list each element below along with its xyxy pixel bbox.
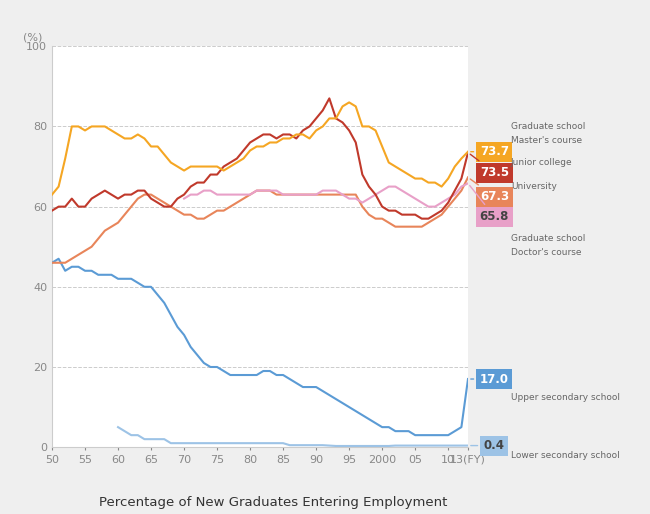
Text: Upper secondary school: Upper secondary school: [511, 393, 620, 401]
Text: 67.3: 67.3: [470, 179, 509, 203]
Text: (%): (%): [23, 32, 42, 42]
Text: University: University: [511, 182, 557, 191]
Text: Percentage of New Graduates Entering Employment: Percentage of New Graduates Entering Emp…: [99, 496, 447, 509]
Text: 65.8: 65.8: [470, 186, 509, 223]
Text: 73.7: 73.7: [471, 145, 509, 158]
Text: 0.4: 0.4: [471, 439, 505, 452]
Text: Master's course: Master's course: [511, 136, 582, 145]
Text: Graduate school: Graduate school: [511, 122, 585, 131]
Text: 17.0: 17.0: [471, 373, 509, 386]
Text: Graduate school: Graduate school: [511, 234, 585, 243]
Text: 73.5: 73.5: [470, 154, 509, 179]
Text: Junior college: Junior college: [511, 158, 573, 167]
Text: Doctor's course: Doctor's course: [511, 248, 581, 257]
Text: Lower secondary school: Lower secondary school: [511, 451, 619, 460]
